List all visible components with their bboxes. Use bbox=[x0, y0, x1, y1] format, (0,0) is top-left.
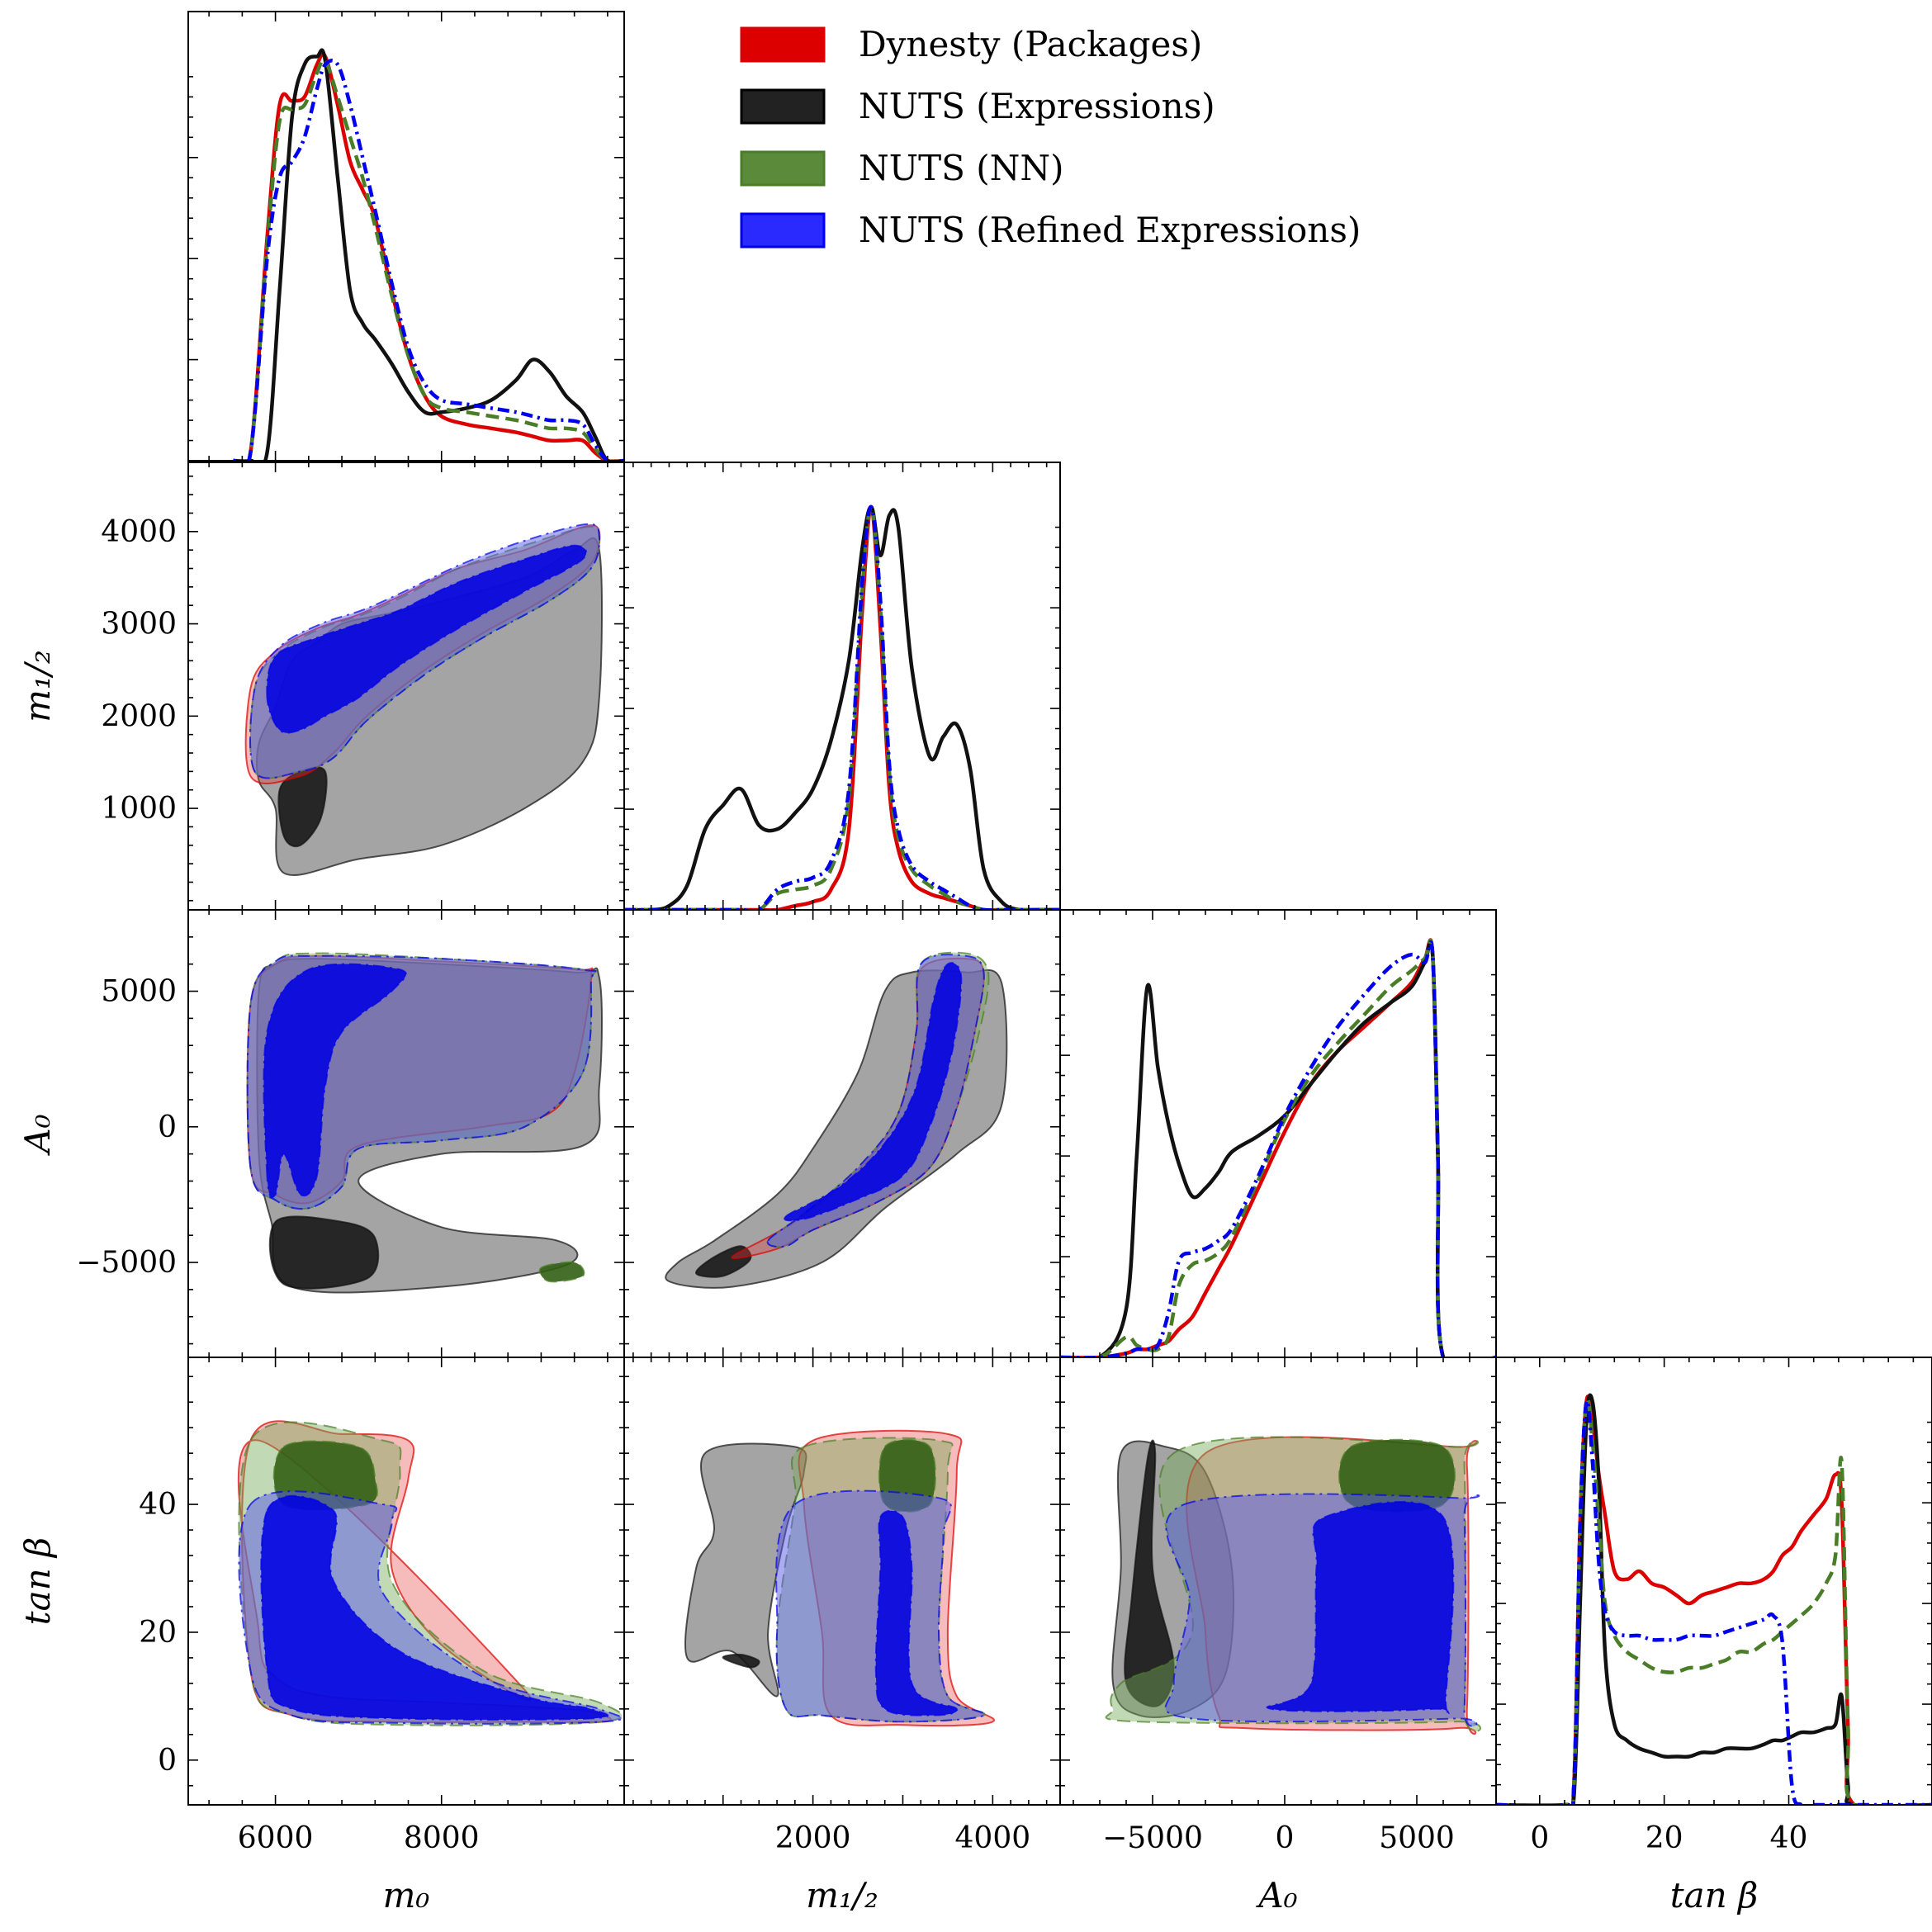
contour-panel-m0-A0 bbox=[246, 952, 604, 1294]
contour-m0-A0-inner-nuts-nn- bbox=[538, 1261, 585, 1283]
marginal-m12-nuts-expressions- bbox=[624, 504, 1060, 910]
legend-label-1: NUTS (Expressions) bbox=[859, 86, 1215, 126]
contour-A0-tanb-inner-nuts-refined-expressions- bbox=[1266, 1500, 1455, 1715]
xtick-m12-2000: 2000 bbox=[775, 1821, 851, 1855]
xtick-tanb-0: 0 bbox=[1530, 1821, 1549, 1855]
legend-swatch-2 bbox=[740, 150, 826, 187]
marginal-m12-nuts-refined-expressions- bbox=[624, 504, 1060, 910]
marginal-tanb bbox=[1496, 1393, 1932, 1805]
xtick-m0-8000: 8000 bbox=[404, 1821, 480, 1855]
contour-panel-m12-A0 bbox=[665, 951, 1008, 1289]
ytick-m12-2000: 2000 bbox=[101, 699, 177, 733]
ytick-m12-3000: 3000 bbox=[101, 608, 177, 642]
xtick-m0-6000: 6000 bbox=[238, 1821, 314, 1855]
xtick-A0--5000: −5000 bbox=[1102, 1821, 1203, 1855]
ticks-3-3 bbox=[1496, 1357, 1932, 1805]
ytick-m12-1000: 1000 bbox=[101, 792, 177, 826]
ylabel-tanb: tan β bbox=[17, 1537, 58, 1626]
marginal-m0 bbox=[232, 48, 624, 461]
ytick-A0-5000: 5000 bbox=[101, 975, 177, 1009]
legend-swatch-0 bbox=[740, 26, 826, 63]
contour-m12-tanb-outer-nuts-expressions- bbox=[684, 1442, 807, 1698]
ticks-0-0 bbox=[188, 12, 624, 461]
marginal-m12-nuts-nn- bbox=[624, 504, 1060, 910]
marginal-tanb-nuts-expressions- bbox=[1496, 1393, 1932, 1805]
xlabel-m0: m₀ bbox=[383, 1875, 430, 1915]
legend-swatch-1 bbox=[740, 88, 826, 125]
contour-panel-m12-tanb bbox=[684, 1429, 996, 1727]
legend: Dynesty (Packages) NUTS (Expressions) NUTS… bbox=[740, 24, 1361, 250]
contour-m0-m12-inner-nuts-refined-expressions- bbox=[266, 544, 588, 734]
ytick-tanb-40: 40 bbox=[139, 1488, 177, 1522]
ylabel-m12: m₁/₂ bbox=[17, 650, 58, 722]
contour-m12-A0-inner-nuts-refined-expressions- bbox=[784, 962, 963, 1222]
xtick-tanb-40: 40 bbox=[1770, 1821, 1808, 1855]
ytick-A0-0: 0 bbox=[158, 1110, 177, 1144]
panel-frame-A0-tanb bbox=[1059, 1357, 1497, 1806]
contour-panel-m0-m12 bbox=[244, 523, 604, 877]
contour-m12-tanb-inner-nuts-refined-expressions- bbox=[874, 1509, 959, 1717]
marginal-tanb-nuts-refined-expressions- bbox=[1496, 1399, 1932, 1805]
contour-m12-tanb-inner-nuts-expressions- bbox=[722, 1653, 760, 1669]
marginal-m12-dynesty-packages- bbox=[624, 504, 1060, 910]
legend-swatch-3 bbox=[740, 212, 826, 249]
legend-label-0: Dynesty (Packages) bbox=[859, 24, 1202, 64]
marginal-A0 bbox=[1060, 938, 1496, 1357]
marginal-m0-dynesty-packages- bbox=[232, 52, 624, 461]
ylabel-A0: A₀ bbox=[17, 1114, 58, 1156]
contour-panel-m0-tanb bbox=[237, 1420, 623, 1726]
marginal-tanb-nuts-nn- bbox=[1496, 1397, 1932, 1805]
contour-m0-tanb-inner-nuts-refined-expressions- bbox=[260, 1494, 609, 1721]
contour-panel-A0-tanb bbox=[1105, 1436, 1482, 1735]
marginal-m12 bbox=[624, 504, 1060, 910]
ytick-tanb-0: 0 bbox=[158, 1744, 177, 1778]
legend-label-3: NUTS (Refined Expressions) bbox=[859, 210, 1361, 250]
marginal-m0-nuts-expressions- bbox=[234, 48, 624, 461]
xlabel-tanb: tan β bbox=[1670, 1875, 1759, 1915]
marginal-A0-nuts-expressions- bbox=[1060, 939, 1496, 1357]
contour-m0-A0-inner-nuts-expressions- bbox=[268, 1215, 380, 1290]
marginal-m0-nuts-nn- bbox=[232, 57, 624, 461]
xtick-tanb-20: 20 bbox=[1646, 1821, 1683, 1855]
ytick-A0--5000: −5000 bbox=[76, 1246, 177, 1280]
xtick-A0-0: 0 bbox=[1276, 1821, 1295, 1855]
ytick-m12-4000: 4000 bbox=[101, 515, 177, 549]
legend-label-2: NUTS (NN) bbox=[859, 148, 1064, 188]
xtick-A0-5000: 5000 bbox=[1379, 1821, 1455, 1855]
contour-A0-tanb-inner-nuts-expressions- bbox=[1124, 1439, 1175, 1707]
xlabel-A0: A₀ bbox=[1255, 1875, 1297, 1915]
marginal-m0-nuts-refined-expressions- bbox=[232, 59, 624, 461]
panel-frame-tanb bbox=[1495, 1357, 1932, 1806]
xtick-m12-4000: 4000 bbox=[955, 1821, 1031, 1855]
panel-frame-m0 bbox=[187, 11, 625, 462]
marginal-tanb-dynesty-packages- bbox=[1496, 1395, 1932, 1805]
xlabel-m12: m₁/₂ bbox=[806, 1875, 878, 1915]
marginal-A0-nuts-refined-expressions- bbox=[1060, 940, 1496, 1357]
ytick-tanb-20: 20 bbox=[139, 1616, 177, 1650]
contour-m0-A0-inner-nuts-refined-expressions- bbox=[263, 963, 407, 1199]
